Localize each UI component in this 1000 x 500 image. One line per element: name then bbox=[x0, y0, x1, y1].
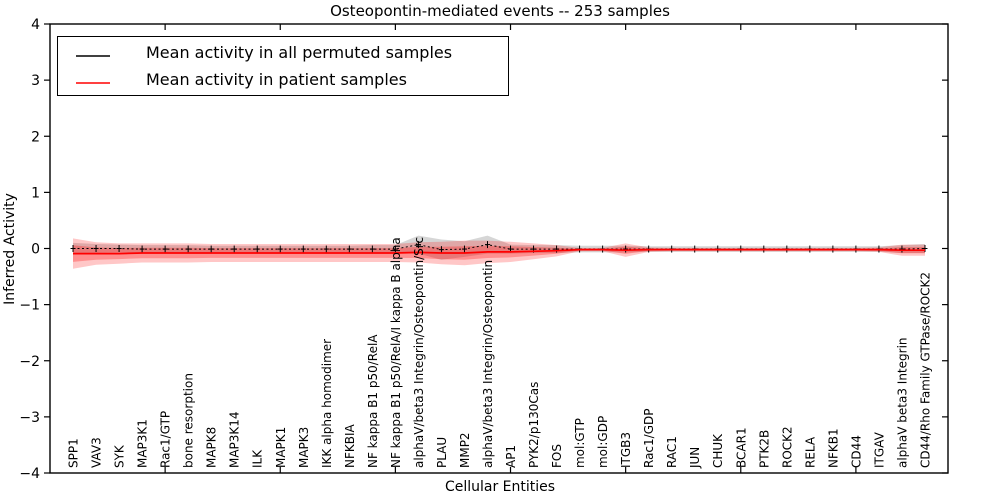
y-tick-label: −2 bbox=[19, 354, 40, 370]
chart-title: Osteopontin-mediated events -- 253 sampl… bbox=[330, 2, 670, 20]
x-tick-label: alphaV/beta3 Integrin/Osteopontin bbox=[481, 260, 495, 468]
x-tick-label: BCAR1 bbox=[734, 427, 748, 468]
y-tick-label: 0 bbox=[31, 242, 40, 258]
x-tick-label: ILK bbox=[251, 449, 265, 468]
x-tick-label: NF kappa B1 p50/RelA/I kappa B alpha bbox=[389, 237, 403, 468]
x-tick-label: RAC1 bbox=[665, 436, 679, 468]
x-tick-label: mol:GTP bbox=[573, 418, 587, 468]
x-tick-label: Rac1/GDP bbox=[642, 409, 656, 468]
x-axis-ticks bbox=[164, 24, 857, 473]
x-tick-label: CHUK bbox=[711, 433, 725, 468]
x-tick-label: RELA bbox=[803, 436, 817, 468]
x-tick-label: NF kappa B1 p50/RelA bbox=[366, 334, 380, 468]
patient-band-outer bbox=[73, 238, 925, 269]
x-tick-label: NFKBIA bbox=[343, 423, 357, 468]
x-axis-label: Cellular Entities bbox=[444, 479, 556, 495]
x-tick-label: IKK alpha homodimer bbox=[320, 339, 334, 468]
x-tick-label: alphaV beta3 Integrin bbox=[895, 337, 909, 468]
y-tick-label: 4 bbox=[31, 17, 40, 33]
x-tick-label: CD44 bbox=[849, 435, 863, 468]
x-tick-label: MAPK8 bbox=[205, 427, 219, 468]
y-tick-label: 2 bbox=[31, 129, 40, 145]
x-tick-label: Rac1/GTP bbox=[159, 411, 173, 468]
legend-label-permuted: Mean activity in all permuted samples bbox=[146, 43, 453, 62]
y-tick-label: −4 bbox=[19, 466, 40, 482]
x-tick-label: JUN bbox=[688, 447, 702, 469]
y-tick-label: 3 bbox=[31, 73, 40, 89]
x-tick-label: bone resorption bbox=[182, 373, 196, 468]
x-tick-label: PTK2B bbox=[757, 430, 771, 468]
permuted-band bbox=[73, 235, 925, 260]
permuted-line-swatch-icon bbox=[74, 43, 124, 62]
x-tick-label: MAP3K1 bbox=[136, 419, 150, 468]
x-tick-label: ITGAV bbox=[872, 431, 886, 468]
x-tick-label: MAPK1 bbox=[274, 427, 288, 468]
legend-label-patient: Mean activity in patient samples bbox=[146, 70, 407, 89]
x-tick-label: mol:GDP bbox=[596, 416, 610, 468]
x-tick-label: ROCK2 bbox=[780, 426, 794, 468]
x-tick-labels: SPP1 VAV3 SYK MAP3K1 Rac1/GTP bone resorption… bbox=[67, 237, 933, 469]
y-tick-label: 1 bbox=[31, 185, 40, 201]
x-tick-label: MAP3K14 bbox=[228, 411, 242, 468]
y-tick-label: −3 bbox=[19, 410, 40, 426]
legend-item-patient: Mean activity in patient samples bbox=[58, 67, 508, 93]
x-tick-label: PYK2/p130Cas bbox=[527, 382, 541, 468]
x-tick-label: FOS bbox=[550, 444, 564, 468]
legend-box: Mean activity in all permuted samples Me… bbox=[57, 36, 509, 96]
x-tick-label: alphaV/beta3 Integrin/Osteopontin/Src bbox=[412, 237, 426, 468]
x-tick-label: MMP2 bbox=[458, 432, 472, 468]
patient-line-swatch-icon bbox=[74, 70, 124, 89]
x-tick-label: CD44/Rho Family GTPase/ROCK2 bbox=[918, 272, 932, 468]
y-tick-label: −1 bbox=[19, 298, 40, 314]
legend-item-permuted: Mean activity in all permuted samples bbox=[58, 40, 508, 66]
x-tick-label: SYK bbox=[113, 444, 127, 468]
x-tick-label: SPP1 bbox=[67, 438, 81, 468]
x-tick-label: ITGB3 bbox=[619, 432, 633, 468]
y-axis-ticks: 4 3 2 1 0 −1 −2 −3 −4 bbox=[19, 17, 948, 482]
x-tick-label: NFKB1 bbox=[826, 428, 840, 468]
x-tick-label: MAPK3 bbox=[297, 427, 311, 468]
x-tick-label: PLAU bbox=[435, 437, 449, 468]
x-tick-label: VAV3 bbox=[90, 437, 104, 468]
x-tick-label: AP1 bbox=[504, 445, 518, 468]
patient-mean-line bbox=[73, 248, 925, 255]
